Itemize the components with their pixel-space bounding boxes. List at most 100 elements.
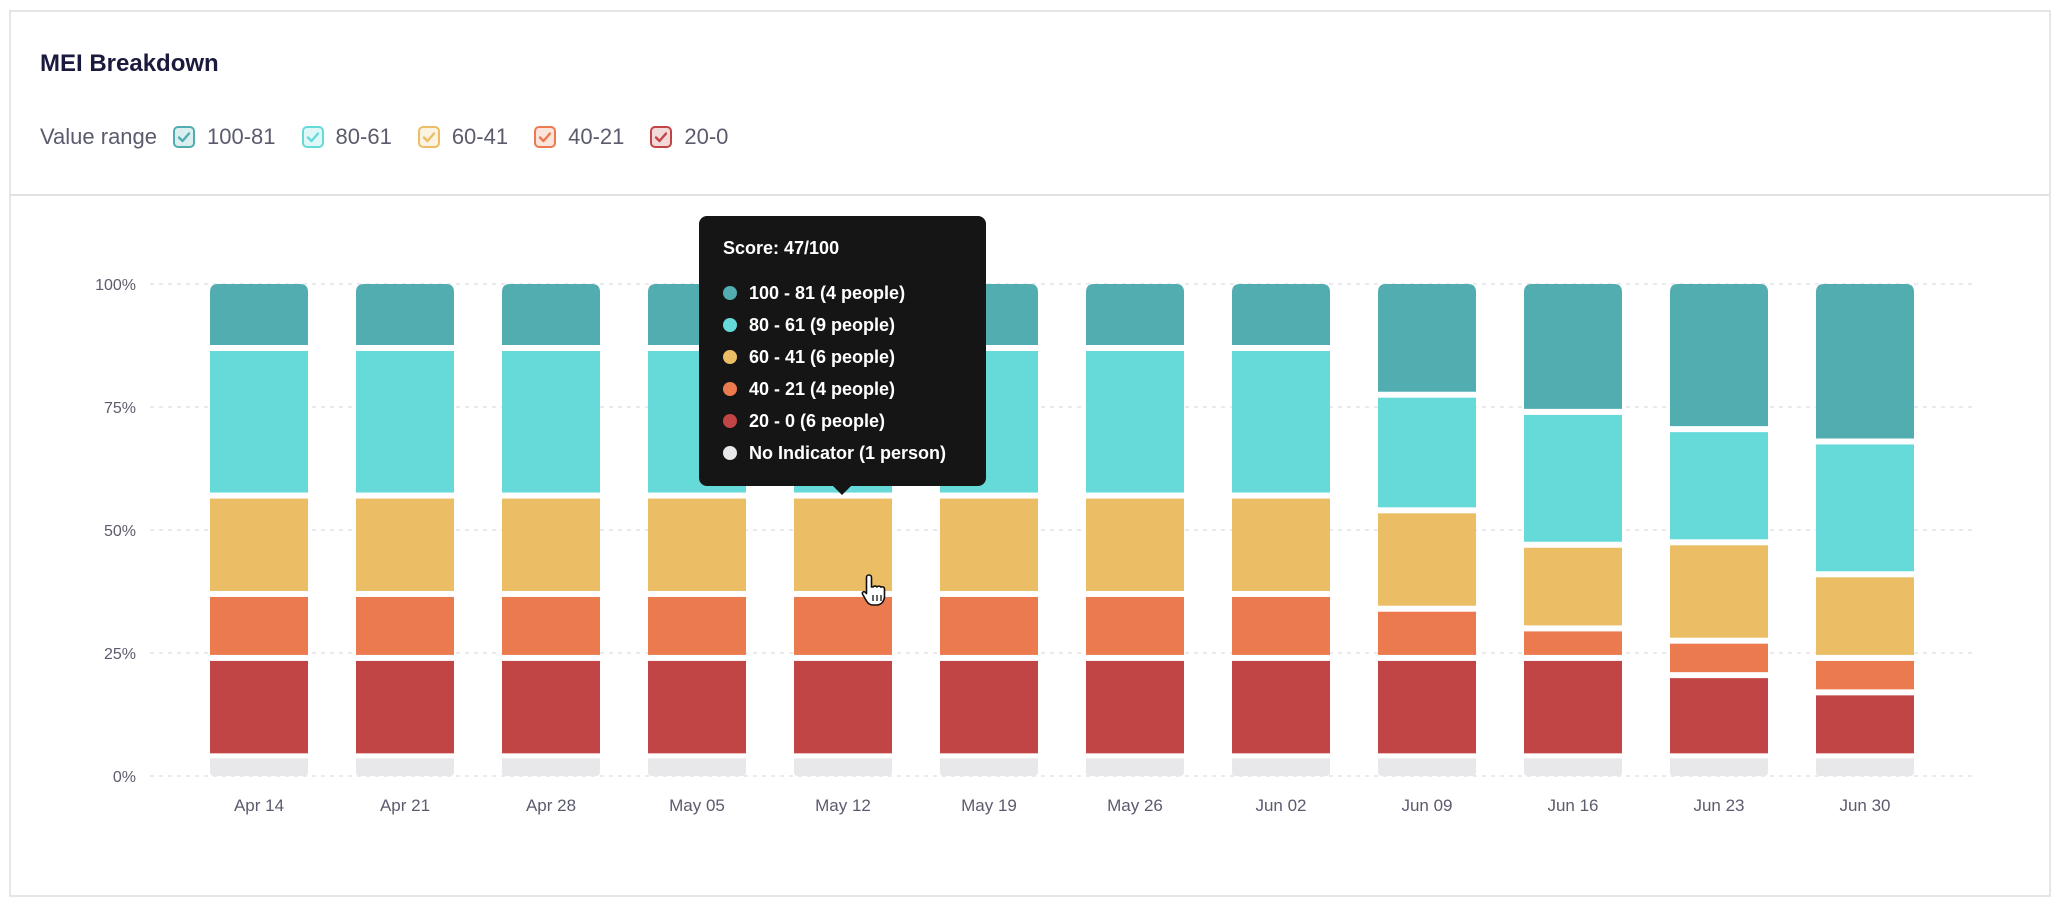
legend-item-label: 80-61 (335, 124, 392, 149)
bar-segment-20-0 (1232, 660, 1330, 754)
checkbox-checked-icon[interactable] (650, 126, 673, 148)
x-tick-label: May 12 (815, 796, 871, 815)
legend-item-40-21[interactable]: 40-21 (534, 124, 624, 150)
bar-segment-80-61 (502, 350, 600, 493)
bar-segment-40-21 (1086, 596, 1184, 655)
x-tick-label: Jun 23 (1693, 796, 1744, 815)
bar-segment-80-61 (1378, 397, 1476, 508)
tooltip-row-label: No Indicator (1 person) (749, 442, 947, 463)
y-tick-label: 75% (104, 400, 136, 417)
bar-segment-100-81 (210, 284, 308, 345)
card-header: MEI Breakdown Value range 100-81 80-61 6… (11, 12, 2049, 196)
bar-segment-20-0 (356, 660, 454, 754)
bar-segment-60-41 (1670, 545, 1768, 638)
bar-segment-no-indicator (210, 758, 308, 776)
series-dot-icon (723, 382, 737, 396)
bar-segment-100-81 (1670, 284, 1768, 427)
bar-segment-20-0 (794, 660, 892, 754)
bar-segment-40-21 (356, 596, 454, 655)
legend-item-20-0[interactable]: 20-0 (650, 124, 728, 150)
checkbox-checked-icon[interactable] (534, 126, 557, 148)
bar-segment-no-indicator (356, 758, 454, 776)
bar-segment-100-81 (1232, 284, 1330, 345)
bar-segment-100-81 (1816, 284, 1914, 439)
legend-item-label: 100-81 (207, 124, 276, 149)
y-tick-label: 0% (113, 769, 136, 786)
bar-segment-no-indicator (1086, 758, 1184, 776)
series-dot-icon (723, 350, 737, 364)
checkbox-checked-icon[interactable] (301, 126, 324, 148)
y-tick-label: 25% (104, 646, 136, 663)
bar-segment-100-81 (356, 284, 454, 345)
tooltip-row: 20 - 0 (6 people) (723, 405, 962, 437)
legend-item-60-41[interactable]: 60-41 (417, 124, 509, 150)
bar-segment-60-41 (1524, 547, 1622, 626)
bar-segment-40-21 (940, 596, 1038, 655)
bar-segment-60-41 (356, 498, 454, 591)
bar-segment-80-61 (1232, 350, 1330, 493)
tooltip-row-label: 40 - 21 (4 people) (749, 378, 896, 399)
bar-segment-no-indicator (794, 758, 892, 776)
bar-segment-80-61 (1524, 414, 1622, 542)
bar-segment-20-0 (1086, 660, 1184, 754)
legend-item-label: 20-0 (684, 124, 729, 149)
x-tick-label: Apr 14 (234, 796, 284, 815)
legend-item-100-81[interactable]: 100-81 (173, 124, 276, 150)
x-tick-label: May 19 (961, 796, 1017, 815)
bar-segment-40-21 (1232, 596, 1330, 655)
bar-segment-60-41 (794, 498, 892, 591)
tooltip-title: Score: 47/100 (723, 238, 840, 258)
bar-segment-40-21 (1378, 611, 1476, 655)
bar-segment-40-21 (648, 596, 746, 655)
tooltip-row: 40 - 21 (4 people) (723, 373, 962, 405)
series-dot-icon (723, 286, 737, 300)
bar-segment-40-21 (502, 596, 600, 655)
bar-segment-40-21 (210, 596, 308, 655)
series-dot-icon (723, 446, 737, 460)
bar-segment-40-21 (1670, 643, 1768, 673)
bar-segment-no-indicator (1232, 758, 1330, 776)
checkbox-checked-icon[interactable] (417, 126, 440, 148)
bar-segment-80-61 (1816, 444, 1914, 572)
bar-segment-20-0 (1524, 660, 1622, 754)
bar-segment-20-0 (1816, 695, 1914, 754)
bar-segment-20-0 (648, 660, 746, 754)
bar-segment-40-21 (794, 596, 892, 655)
bar-segment-60-41 (648, 498, 746, 591)
series-dot-icon (723, 318, 737, 332)
bar-segment-100-81 (1086, 284, 1184, 345)
x-tick-label: May 05 (669, 796, 725, 815)
x-tick-label: Jun 02 (1255, 796, 1306, 815)
tooltip-row: 100 - 81 (4 people) (723, 277, 962, 309)
legend-item-label: 60-41 (451, 124, 509, 149)
bar-segment-no-indicator (1524, 758, 1622, 776)
x-tick-label: Jun 16 (1547, 796, 1598, 815)
bar-segment-80-61 (356, 350, 454, 493)
bar-segment-20-0 (1670, 678, 1768, 754)
bar-segment-60-41 (1816, 577, 1914, 655)
legend-item-80-61[interactable]: 80-61 (301, 124, 392, 150)
bar-segment-20-0 (1378, 660, 1476, 754)
bar-segment-100-81 (502, 284, 600, 345)
bar-segment-60-41 (210, 498, 308, 591)
x-tick-label: Apr 21 (380, 796, 430, 815)
tooltip-row-label: 60 - 41 (6 people) (749, 346, 896, 367)
bar-segment-100-81 (1524, 284, 1622, 409)
checkbox-checked-icon[interactable] (173, 126, 196, 148)
bar-segment-20-0 (502, 660, 600, 754)
card-title: MEI Breakdown (40, 50, 219, 77)
hand-pointer-cursor-icon (861, 574, 886, 606)
bar-segment-60-41 (1378, 513, 1476, 606)
bar-segment-80-61 (1670, 432, 1768, 540)
bar-segment-20-0 (210, 660, 308, 754)
tooltip-row: 60 - 41 (6 people) (723, 341, 962, 373)
bar-segment-80-61 (1086, 350, 1184, 493)
bar-segment-no-indicator (1378, 758, 1476, 776)
tooltip-row: 80 - 61 (9 people) (723, 309, 962, 341)
bar-segment-no-indicator (502, 758, 600, 776)
tooltip-row: No Indicator (1 person) (723, 437, 962, 469)
tooltip-row-label: 100 - 81 (4 people) (749, 282, 906, 303)
bar-segment-60-41 (940, 498, 1038, 591)
bar-segment-100-81 (1378, 284, 1476, 392)
